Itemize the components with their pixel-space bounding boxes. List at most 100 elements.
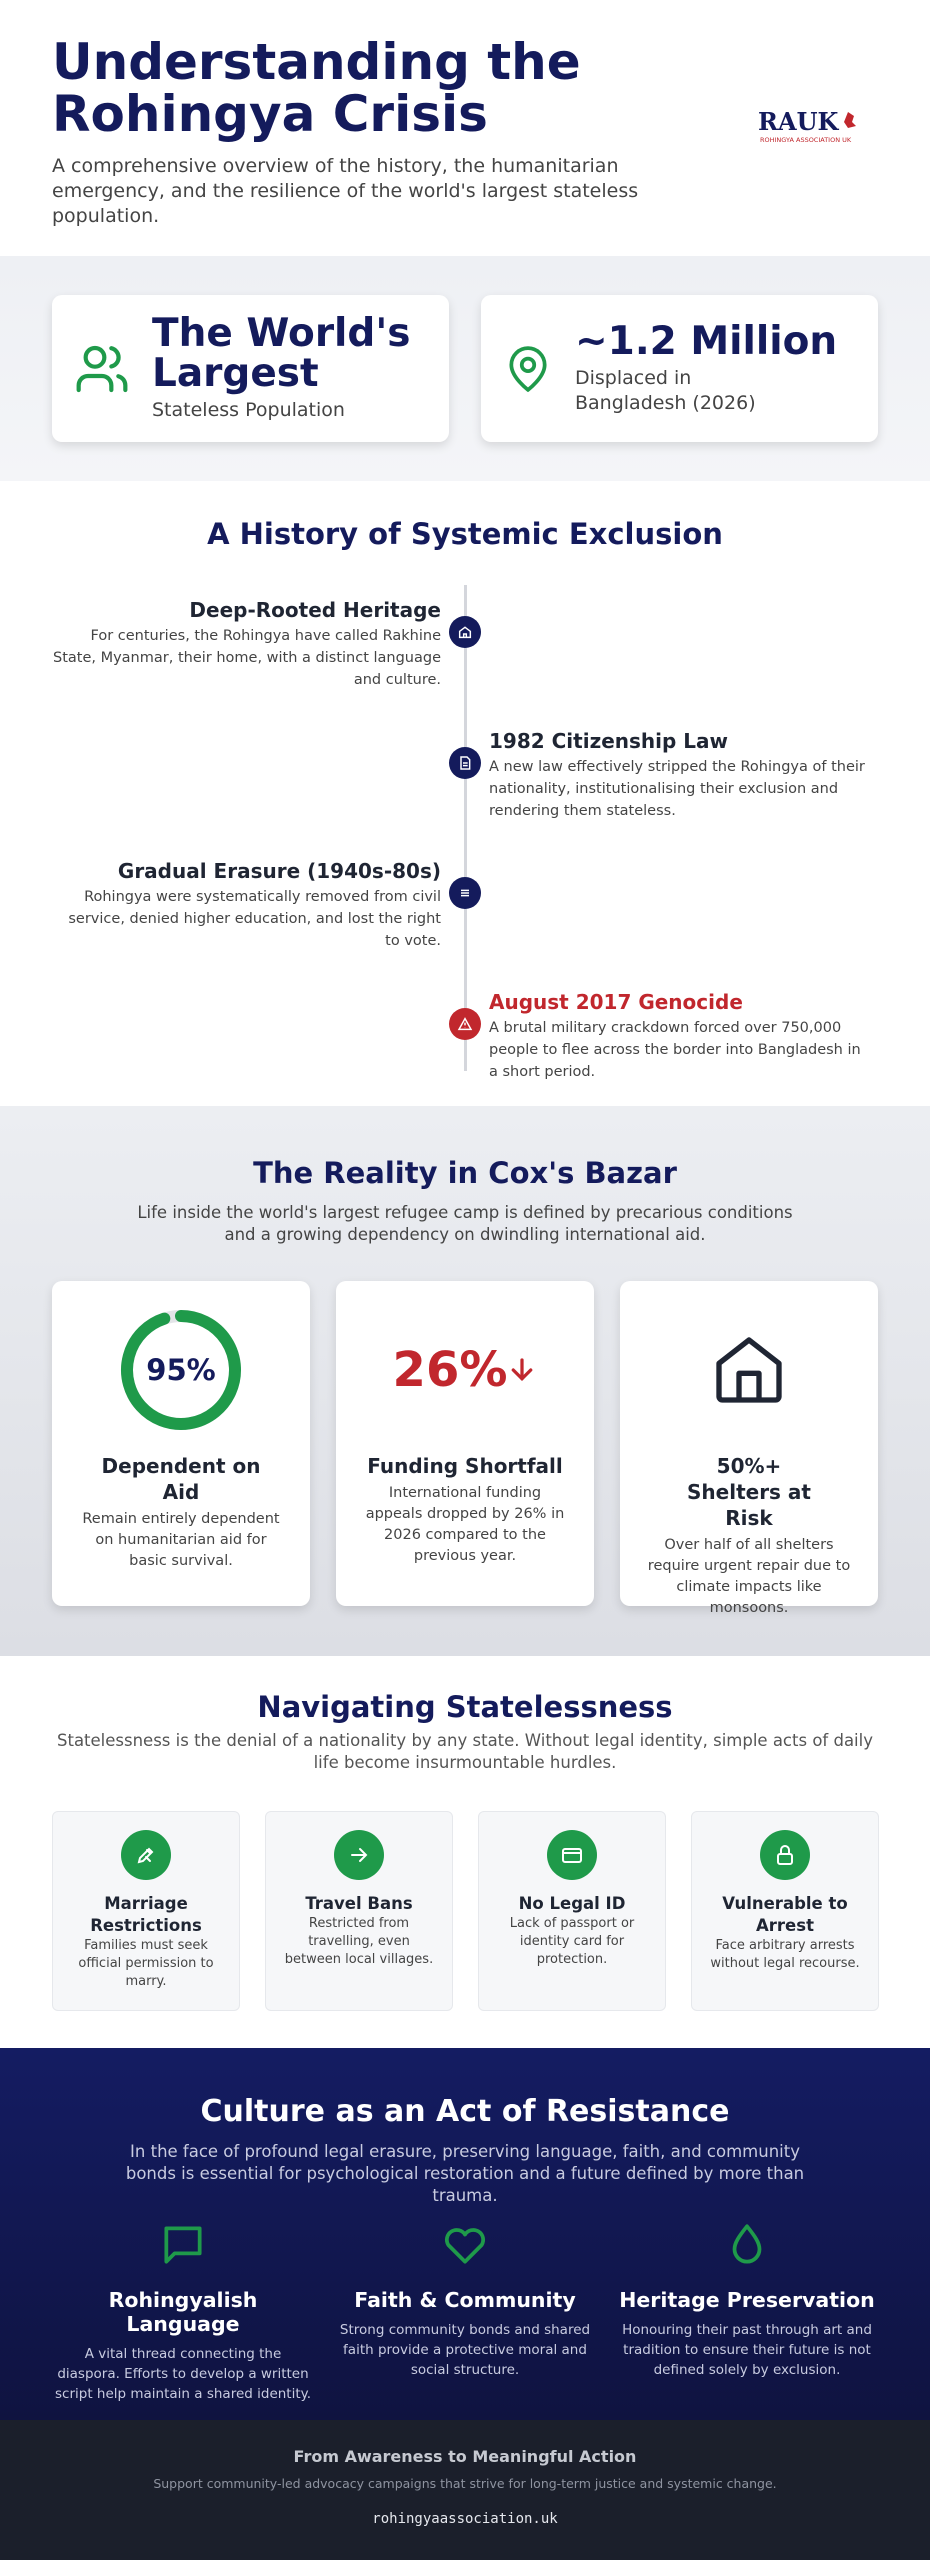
timeline-dot bbox=[449, 877, 481, 909]
dot-icon bbox=[460, 755, 471, 770]
event-title: Deep-Rooted Heritage bbox=[189, 598, 441, 622]
card-title: Dependent on Aid bbox=[101, 1454, 261, 1504]
event-title: August 2017 Genocide bbox=[489, 989, 743, 1014]
item-text: Strong community bonds and shared faith … bbox=[339, 2322, 591, 2378]
stat-title: ~1.2 Million bbox=[575, 318, 838, 364]
section-subtitle: Statelessness is the denial of a nationa… bbox=[57, 1731, 873, 1772]
item-icon bbox=[444, 2228, 486, 2264]
title: Understanding the Rohingya Crisis bbox=[52, 33, 581, 143]
event: August 2017 Genocide A brutal military cr… bbox=[489, 989, 869, 1083]
event-text: For centuries, the Rohingya have called … bbox=[52, 628, 441, 688]
card-title: No Legal ID bbox=[518, 1894, 626, 1913]
card-text: Over half of all shelters require urgent… bbox=[647, 1537, 851, 1616]
card-text: Lack of passport or identity card for pr… bbox=[509, 1916, 635, 1967]
pin-icon bbox=[509, 345, 547, 392]
stat-card: ~1.2 Million Displaced in Bangladesh (202… bbox=[481, 295, 878, 442]
timeline-dot bbox=[449, 1007, 481, 1040]
icon bbox=[121, 1830, 171, 1880]
card: Vulnerable to Arrest Face arbitrary arres… bbox=[691, 1811, 879, 2011]
card-figure: 95% bbox=[146, 1353, 215, 1387]
card-title: Vulnerable to Arrest bbox=[722, 1894, 848, 1935]
item-title: Heritage Preservation bbox=[619, 2288, 875, 2312]
subtitle: A comprehensive overview of the history,… bbox=[52, 155, 639, 227]
stats: The World's Largest Stateless Population … bbox=[0, 256, 930, 481]
card-title: Funding Shortfall bbox=[367, 1454, 563, 1478]
item: Heritage Preservation Honouring their pas… bbox=[616, 2220, 878, 2404]
event-text: A brutal military crackdown forced over … bbox=[489, 1019, 861, 1080]
footer-text: Support community-led advocacy campaigns… bbox=[153, 2476, 777, 2491]
item: Faith & Community Strong community bonds … bbox=[334, 2220, 596, 2404]
footer-url: rohingyaassociation.uk bbox=[372, 2511, 558, 2527]
card-figure: 26% bbox=[392, 1342, 508, 1398]
stat-title: The World's Largest bbox=[152, 311, 411, 396]
footer-title: From Awareness to Meaningful Action bbox=[293, 2447, 637, 2466]
event-text: A new law effectively stripped the Rohin… bbox=[489, 758, 865, 819]
card-text: Restricted from travelling, even between… bbox=[284, 1916, 434, 1967]
event: Deep-Rooted Heritage For centuries, the R… bbox=[51, 597, 441, 691]
header: Understanding the Rohingya Crisis A comp… bbox=[0, 0, 930, 256]
card: 26% Funding Shortfall International fund… bbox=[336, 1281, 594, 1606]
icon-glyph bbox=[351, 1848, 368, 1862]
stat-card: The World's Largest Stateless Population bbox=[52, 295, 449, 442]
card-text: Face arbitrary arrests without legal rec… bbox=[710, 1938, 860, 1971]
card-title: Marriage Restrictions bbox=[90, 1894, 202, 1935]
item-text: Honouring their past through art and tra… bbox=[622, 2322, 872, 2378]
culture: Culture as an Act of Resistance In the f… bbox=[0, 2048, 930, 2420]
icon bbox=[760, 1830, 810, 1880]
card: 95% Dependent on Aid Remain entirely dep… bbox=[52, 1281, 310, 1606]
section-title: Navigating Statelessness bbox=[257, 1690, 673, 1724]
icon bbox=[547, 1830, 597, 1880]
logo-full-name: ROHINGYA ASSOCIATION UK bbox=[760, 136, 852, 144]
logo-name: RAUK bbox=[758, 107, 839, 136]
item-title: Faith & Community bbox=[354, 2288, 576, 2312]
event-text: Rohingya were systematically removed fro… bbox=[68, 889, 441, 949]
item-title: Rohingyalish Language bbox=[108, 2288, 258, 2336]
section-subtitle: Life inside the world's largest refugee … bbox=[137, 1203, 793, 1244]
card-title: 50%+ Shelters at Risk bbox=[687, 1454, 811, 1530]
cards: 95% Dependent on Aid Remain entirely dep… bbox=[52, 1281, 878, 1616]
item: Rohingyalish Language A vital thread conn… bbox=[52, 2220, 314, 2404]
cards: Marriage Restrictions Families must seek … bbox=[52, 1811, 879, 2011]
ring: 95% bbox=[121, 1310, 241, 1430]
event: Gradual Erasure (1940s-80s) Rohingya were… bbox=[51, 858, 441, 952]
items: Rohingyalish Language A vital thread conn… bbox=[52, 2220, 878, 2404]
card-title: Travel Bans bbox=[305, 1894, 413, 1913]
card-text: International funding appeals dropped by… bbox=[365, 1485, 565, 1564]
ring-arc bbox=[121, 1310, 241, 1430]
icon bbox=[334, 1830, 384, 1880]
stat-label: Stateless Population bbox=[152, 399, 345, 421]
card: 50%+ Shelters at Risk Over half of all s… bbox=[620, 1281, 878, 1616]
card-text: Families must seek official permission t… bbox=[78, 1938, 214, 1989]
dot-icon bbox=[461, 889, 469, 897]
statelessness: Navigating Statelessness Statelessness i… bbox=[0, 1656, 930, 2048]
card: No Legal ID Lack of passport or identity … bbox=[478, 1811, 666, 2011]
section-title: Culture as an Act of Resistance bbox=[200, 2094, 730, 2129]
icon-glyph bbox=[137, 1847, 154, 1864]
dot-icon bbox=[458, 626, 472, 639]
event: 1982 Citizenship Law A new law effectivel… bbox=[489, 728, 869, 822]
house-icon bbox=[716, 1337, 782, 1403]
section-subtitle: In the face of profound legal erasure, p… bbox=[125, 2142, 805, 2205]
item-icon bbox=[164, 2226, 202, 2264]
icon-glyph bbox=[777, 1845, 793, 1865]
timeline-dot bbox=[449, 746, 481, 779]
timeline-dot bbox=[449, 616, 481, 648]
card-text: Remain entirely dependent on humanitaria… bbox=[82, 1511, 280, 1569]
item-text: A vital thread connecting the diaspora. … bbox=[55, 2346, 311, 2402]
item-icon bbox=[732, 2224, 762, 2264]
timeline-line bbox=[464, 585, 467, 1071]
section-title: A History of Systemic Exclusion bbox=[207, 517, 723, 551]
stat-label: Displaced in Bangladesh (2026) bbox=[575, 366, 756, 414]
down-arrow bbox=[512, 1358, 533, 1382]
dot-icon bbox=[457, 1016, 473, 1030]
reality: The Reality in Cox's Bazar Life inside t… bbox=[0, 1106, 930, 1656]
footer: From Awareness to Meaningful Action Supp… bbox=[0, 2420, 930, 2560]
event-title: 1982 Citizenship Law bbox=[489, 728, 729, 753]
logo: RAUK ROHINGYA ASSOCIATION UK bbox=[744, 106, 856, 158]
event-title: Gradual Erasure (1940s-80s) bbox=[117, 859, 441, 883]
card: Travel Bans Restricted from travelling, e… bbox=[265, 1811, 453, 2011]
icon-glyph bbox=[562, 1848, 582, 1863]
people-icon bbox=[76, 345, 128, 392]
